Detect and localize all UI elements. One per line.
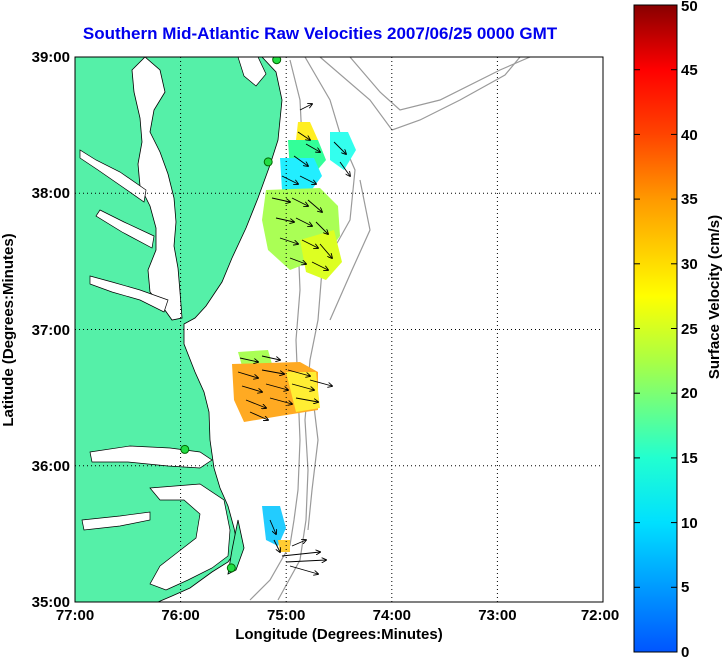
colorbar-ticks — [634, 69, 677, 588]
station-marker — [272, 57, 282, 65]
colorbar-tick-label: 30 — [681, 256, 698, 273]
velocity-arrows — [237, 104, 350, 574]
colorbar-tick-label: 20 — [681, 385, 698, 402]
rappahannock-river — [95, 209, 155, 249]
colorbar-tick-label: 45 — [681, 62, 698, 79]
colorbar-tick-label: 0 — [681, 644, 689, 659]
colorbar-tick-label: 40 — [681, 127, 698, 144]
colorbar-tick-label: 25 — [681, 321, 698, 338]
y-tick-label: 37:00 — [32, 322, 70, 339]
x-tick-label: 77:00 — [56, 607, 94, 624]
y-tick-label: 39:00 — [32, 49, 70, 66]
x-axis-label: Longitude (Degrees:Minutes) — [235, 626, 443, 643]
james-river — [89, 275, 169, 313]
y-tick-label: 35:00 — [32, 594, 70, 611]
station-marker — [263, 157, 273, 167]
grid-lines — [75, 57, 603, 602]
x-tick-label: 76:00 — [161, 607, 199, 624]
station-markers — [180, 57, 282, 573]
colorbar-tick-label: 10 — [681, 515, 698, 532]
y-tick-label: 38:00 — [32, 185, 70, 202]
station-marker — [226, 563, 236, 573]
x-axis-ticks: 77:00 76:00 75:00 74:00 73:00 72:00 — [56, 607, 619, 624]
y-axis-label: Latitude (Degrees:Minutes) — [0, 233, 17, 426]
x-tick-label: 74:00 — [373, 607, 411, 624]
plot-frame — [74, 56, 604, 603]
y-axis-ticks: 39:00 38:00 37:00 36:00 35:00 — [32, 49, 70, 611]
chesapeake-bay — [131, 57, 183, 321]
x-tick-label: 72:00 — [581, 607, 619, 624]
potomac-river — [79, 149, 147, 203]
colorbar-tick-label: 15 — [681, 450, 698, 467]
x-tick-label: 73:00 — [478, 607, 516, 624]
colorbar-label: Surface Velocity (cm/s) — [706, 215, 723, 379]
neuse-river — [81, 511, 151, 531]
colorbar — [633, 4, 678, 653]
colorbar-tick-label: 50 — [681, 0, 698, 15]
colorbar-tick-label: 5 — [681, 579, 689, 596]
colorbar-tick-label: 35 — [681, 191, 698, 208]
colorbar-tick-labels: 0 5 10 15 20 25 30 35 40 45 50 — [681, 0, 698, 659]
y-tick-label: 36:00 — [32, 458, 70, 475]
map-title: Southern Mid-Atlantic Raw Velocities 200… — [82, 24, 558, 43]
x-tick-label: 75:00 — [267, 607, 305, 624]
delaware-bay — [237, 57, 267, 87]
pamlico-sound — [149, 483, 231, 591]
map-plot — [75, 57, 603, 602]
station-marker — [180, 444, 190, 454]
